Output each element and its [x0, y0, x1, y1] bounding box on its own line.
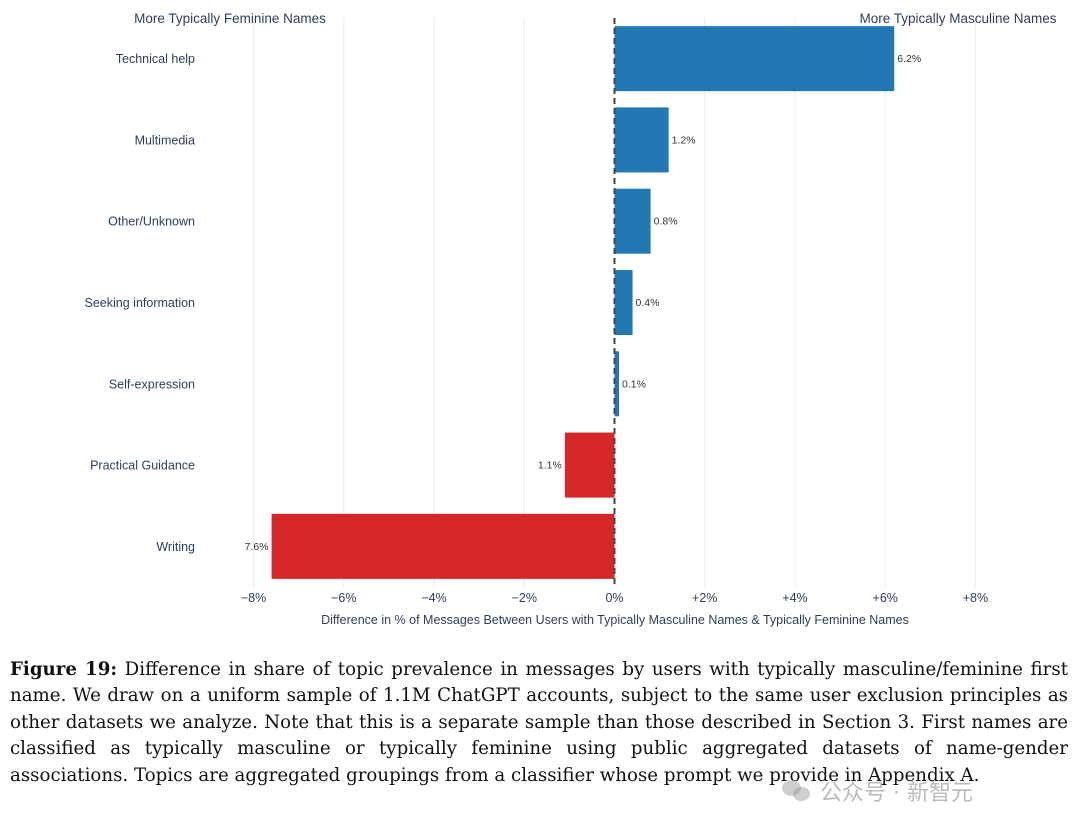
figure-label: Figure 19: [10, 659, 118, 680]
data-label: 0.4% [636, 297, 660, 309]
category-label: Practical Guidance [90, 459, 195, 473]
data-label: 7.6% [245, 541, 269, 553]
bar-writing [271, 513, 615, 579]
x-tick-label: +2% [692, 591, 717, 605]
category-label: Seeking information [85, 296, 196, 310]
category-label: Self-expression [109, 377, 195, 391]
bar-seeking-information [614, 269, 633, 336]
chat-bubble-icon [782, 778, 812, 804]
caption-text: Difference in share of topic prevalence … [10, 659, 1069, 786]
bar-practical-guidance [564, 432, 615, 498]
bar-technical-help [614, 26, 895, 92]
bar-chart: Technical help Multimedia Other/Unknown See… [85, 11, 1057, 627]
x-tick-label: +6% [873, 591, 898, 605]
data-label: 0.8% [654, 216, 678, 228]
bars [271, 26, 895, 579]
category-label: Other/Unknown [108, 215, 195, 229]
figure-caption: Figure 19: Difference in share of topic … [10, 657, 1068, 789]
bar-multimedia [614, 107, 669, 173]
category-label: Technical help [116, 52, 195, 66]
watermark: 公众号 · 新智元 [782, 774, 973, 808]
category-label: Writing [156, 540, 195, 554]
category-label: Multimedia [135, 133, 195, 147]
data-label: 1.2% [672, 134, 696, 146]
grid-lines [253, 18, 976, 587]
x-tick-label: +8% [963, 591, 988, 605]
bar-other-unknown [614, 188, 651, 254]
bar-self-expression [614, 351, 620, 417]
data-label: 6.2% [897, 53, 921, 65]
right-annotation: More Typically Masculine Names [859, 11, 1056, 26]
data-label: 0.1% [622, 378, 646, 390]
x-tick-label: 0% [605, 591, 623, 605]
category-labels: Technical help Multimedia Other/Unknown See… [85, 52, 196, 554]
x-tick-label: −4% [421, 591, 446, 605]
left-annotation: More Typically Feminine Names [134, 11, 326, 26]
data-labels: 6.2% 1.2% 0.8% 0.4% 0.1% 1.1% 7.6% [245, 53, 921, 553]
x-tick-label: −2% [512, 591, 537, 605]
x-axis-title: Difference in % of Messages Between User… [321, 613, 909, 627]
data-label: 1.1% [538, 460, 562, 472]
watermark-text: 公众号 · 新智元 [820, 781, 973, 806]
x-tick-label: +4% [782, 591, 807, 605]
x-tick-labels: −8% −6% −4% −2% 0% +2% +4% +6% +8% [241, 591, 988, 605]
x-tick-label: −6% [331, 591, 356, 605]
x-tick-label: −8% [241, 591, 266, 605]
